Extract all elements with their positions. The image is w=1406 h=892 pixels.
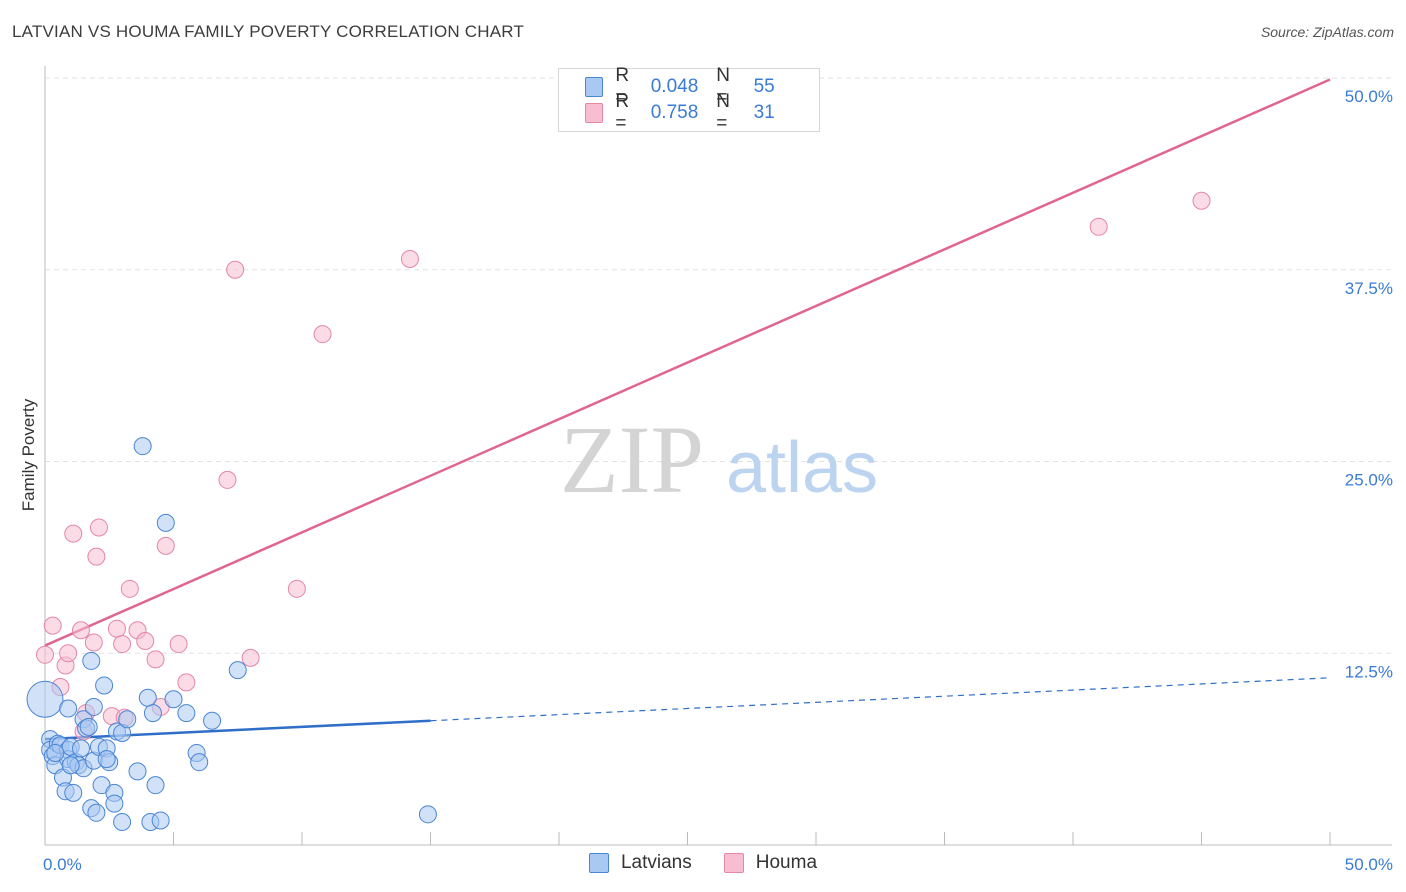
data-point-latvians bbox=[46, 743, 65, 762]
data-point-latvians bbox=[418, 805, 437, 824]
data-point-latvians bbox=[146, 776, 165, 795]
data-point-houma bbox=[36, 645, 54, 664]
trend-line-latvians bbox=[44, 719, 431, 741]
data-point-latvians bbox=[128, 762, 147, 781]
watermark: ZIP atlas bbox=[560, 406, 878, 513]
data-point-latvians bbox=[151, 811, 170, 830]
series-legend: Latvians Houma bbox=[0, 852, 1406, 874]
legend-r-label: R = bbox=[615, 65, 630, 108]
legend-swatch-houma bbox=[723, 853, 744, 873]
x-tick-label: 0.0% bbox=[43, 855, 82, 874]
data-point-houma bbox=[156, 536, 175, 555]
data-point-houma bbox=[218, 470, 237, 489]
data-point-houma bbox=[64, 524, 83, 543]
data-point-latvians bbox=[71, 739, 90, 758]
axes bbox=[44, 66, 1392, 846]
data-point-latvians bbox=[64, 783, 83, 802]
data-point-latvians bbox=[177, 704, 196, 723]
data-point-houma bbox=[136, 631, 155, 650]
trend-line-latvians-projection bbox=[430, 677, 1331, 722]
trend-line-houma bbox=[44, 78, 1331, 647]
data-point-houma bbox=[146, 650, 165, 669]
legend-swatch-latvians bbox=[588, 853, 609, 873]
tick-labels: 12.5% 25.0% 37.5% 50.0% 0.0% 50.0% bbox=[43, 87, 1393, 874]
data-point-houma bbox=[120, 579, 139, 598]
data-point-houma bbox=[313, 325, 332, 344]
legend-n-value: 55 bbox=[753, 76, 775, 97]
watermark-atlas: atlas bbox=[726, 428, 878, 508]
data-point-houma bbox=[107, 619, 126, 638]
stats-legend: R = 0.048 N = 55 R = 0.758 N = 31 bbox=[558, 65, 820, 134]
data-point-houma bbox=[241, 648, 260, 667]
data-point-latvians bbox=[118, 710, 137, 729]
data-point-latvians bbox=[61, 756, 80, 775]
legend-n-label: N = bbox=[716, 65, 730, 108]
data-point-houma bbox=[400, 250, 419, 269]
data-point-houma bbox=[113, 635, 132, 654]
legend-swatch-latvians bbox=[585, 77, 604, 97]
y-tick-label: 37.5% bbox=[1345, 279, 1393, 298]
data-point-houma bbox=[1089, 217, 1108, 236]
watermark-zip: ZIP bbox=[560, 406, 704, 513]
data-point-latvians bbox=[87, 803, 106, 822]
y-tick-label: 50.0% bbox=[1345, 87, 1393, 106]
data-point-latvians bbox=[203, 711, 222, 730]
data-point-latvians bbox=[138, 688, 157, 707]
legend-swatch-houma bbox=[585, 103, 604, 123]
chart-title: LATVIAN VS HOUMA FAMILY POVERTY CORRELAT… bbox=[12, 22, 525, 41]
data-point-houma bbox=[87, 547, 106, 566]
legend-label-houma: Houma bbox=[755, 852, 818, 873]
data-point-latvians bbox=[59, 699, 78, 718]
data-point-latvians bbox=[95, 676, 114, 695]
data-point-houma bbox=[71, 621, 90, 640]
y-axis-label: Family Poverty bbox=[19, 398, 38, 511]
data-point-latvians bbox=[143, 704, 162, 723]
legend-n-value: 31 bbox=[753, 102, 775, 123]
data-point-latvians bbox=[26, 680, 64, 718]
x-tick-label: 50.0% bbox=[1345, 855, 1393, 874]
data-point-latvians bbox=[133, 437, 152, 456]
data-point-latvians bbox=[164, 690, 183, 709]
data-point-latvians bbox=[97, 750, 116, 769]
legend-item-houma[interactable]: Houma bbox=[723, 852, 818, 874]
source-label: Source: ZipAtlas.com bbox=[1260, 24, 1394, 40]
data-point-latvians bbox=[190, 753, 209, 772]
data-point-houma bbox=[89, 518, 108, 537]
data-point-latvians bbox=[105, 794, 124, 813]
legend-row-latvians: R = 0.048 N = 55 bbox=[585, 65, 819, 108]
data-point-houma bbox=[84, 633, 103, 652]
legend-item-latvians[interactable]: Latvians bbox=[588, 852, 692, 874]
y-tick-label: 25.0% bbox=[1345, 471, 1393, 490]
legend-r-label: R = bbox=[615, 91, 630, 134]
data-point-latvians bbox=[113, 812, 132, 831]
data-point-houma bbox=[177, 673, 196, 692]
data-point-houma bbox=[169, 635, 188, 654]
data-point-houma bbox=[59, 644, 78, 663]
gridlines bbox=[45, 77, 1392, 654]
data-point-latvians bbox=[156, 513, 175, 532]
data-points bbox=[26, 191, 1211, 831]
legend-label-latvians: Latvians bbox=[620, 852, 692, 873]
legend-r-value: 0.758 bbox=[650, 102, 699, 123]
data-point-houma bbox=[226, 260, 245, 279]
data-point-latvians bbox=[79, 717, 98, 736]
data-point-latvians bbox=[84, 697, 103, 716]
data-point-houma bbox=[287, 579, 306, 598]
data-point-latvians bbox=[82, 651, 101, 670]
data-point-latvians bbox=[228, 661, 247, 680]
legend-r-value: 0.048 bbox=[650, 76, 699, 97]
legend-n-label: N = bbox=[716, 91, 730, 134]
data-point-houma bbox=[43, 616, 62, 635]
legend-row-houma: R = 0.758 N = 31 bbox=[585, 91, 819, 134]
data-point-houma bbox=[1192, 191, 1211, 210]
y-tick-label: 12.5% bbox=[1345, 662, 1393, 681]
